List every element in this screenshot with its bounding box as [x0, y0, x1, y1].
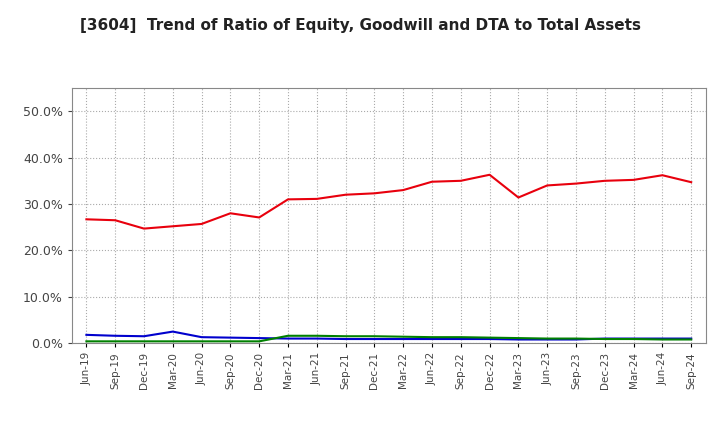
Goodwill	[284, 336, 292, 341]
Deferred Tax Assets	[312, 333, 321, 338]
Deferred Tax Assets	[399, 334, 408, 339]
Goodwill	[658, 336, 667, 341]
Line: Deferred Tax Assets: Deferred Tax Assets	[86, 336, 691, 341]
Equity	[399, 187, 408, 193]
Deferred Tax Assets	[111, 339, 120, 344]
Deferred Tax Assets	[197, 339, 206, 344]
Goodwill	[543, 337, 552, 342]
Equity	[543, 183, 552, 188]
Deferred Tax Assets	[514, 335, 523, 341]
Equity	[82, 216, 91, 222]
Equity	[168, 224, 177, 229]
Goodwill	[629, 336, 638, 341]
Equity	[600, 178, 609, 183]
Deferred Tax Assets	[428, 334, 436, 340]
Deferred Tax Assets	[629, 337, 638, 342]
Goodwill	[485, 337, 494, 342]
Equity	[312, 196, 321, 202]
Equity	[226, 211, 235, 216]
Equity	[341, 192, 350, 198]
Goodwill	[82, 332, 91, 337]
Deferred Tax Assets	[543, 336, 552, 341]
Deferred Tax Assets	[658, 337, 667, 342]
Deferred Tax Assets	[341, 334, 350, 339]
Equity	[456, 178, 465, 183]
Goodwill	[312, 336, 321, 341]
Deferred Tax Assets	[572, 336, 580, 341]
Goodwill	[370, 337, 379, 342]
Equity	[140, 226, 148, 231]
Equity	[687, 180, 696, 185]
Deferred Tax Assets	[456, 334, 465, 340]
Equity	[514, 195, 523, 200]
Deferred Tax Assets	[140, 339, 148, 344]
Goodwill	[111, 333, 120, 338]
Goodwill	[341, 337, 350, 342]
Equity	[370, 191, 379, 196]
Deferred Tax Assets	[82, 339, 91, 344]
Goodwill	[255, 335, 264, 341]
Goodwill	[687, 336, 696, 341]
Goodwill	[456, 337, 465, 342]
Deferred Tax Assets	[600, 337, 609, 342]
Equity	[629, 177, 638, 183]
Goodwill	[140, 334, 148, 339]
Goodwill	[572, 337, 580, 342]
Deferred Tax Assets	[168, 339, 177, 344]
Equity	[428, 179, 436, 184]
Deferred Tax Assets	[687, 337, 696, 342]
Goodwill	[514, 337, 523, 342]
Goodwill	[399, 337, 408, 342]
Goodwill	[168, 329, 177, 334]
Line: Goodwill: Goodwill	[86, 332, 691, 340]
Deferred Tax Assets	[255, 339, 264, 344]
Equity	[572, 181, 580, 186]
Equity	[485, 172, 494, 177]
Text: [3604]  Trend of Ratio of Equity, Goodwill and DTA to Total Assets: [3604] Trend of Ratio of Equity, Goodwil…	[79, 18, 641, 33]
Equity	[255, 215, 264, 220]
Equity	[658, 172, 667, 178]
Line: Equity: Equity	[86, 175, 691, 229]
Goodwill	[197, 334, 206, 340]
Equity	[284, 197, 292, 202]
Deferred Tax Assets	[226, 339, 235, 344]
Deferred Tax Assets	[284, 333, 292, 338]
Goodwill	[428, 337, 436, 342]
Deferred Tax Assets	[370, 334, 379, 339]
Equity	[111, 218, 120, 223]
Deferred Tax Assets	[485, 335, 494, 340]
Goodwill	[600, 336, 609, 341]
Goodwill	[226, 335, 235, 340]
Equity	[197, 221, 206, 227]
